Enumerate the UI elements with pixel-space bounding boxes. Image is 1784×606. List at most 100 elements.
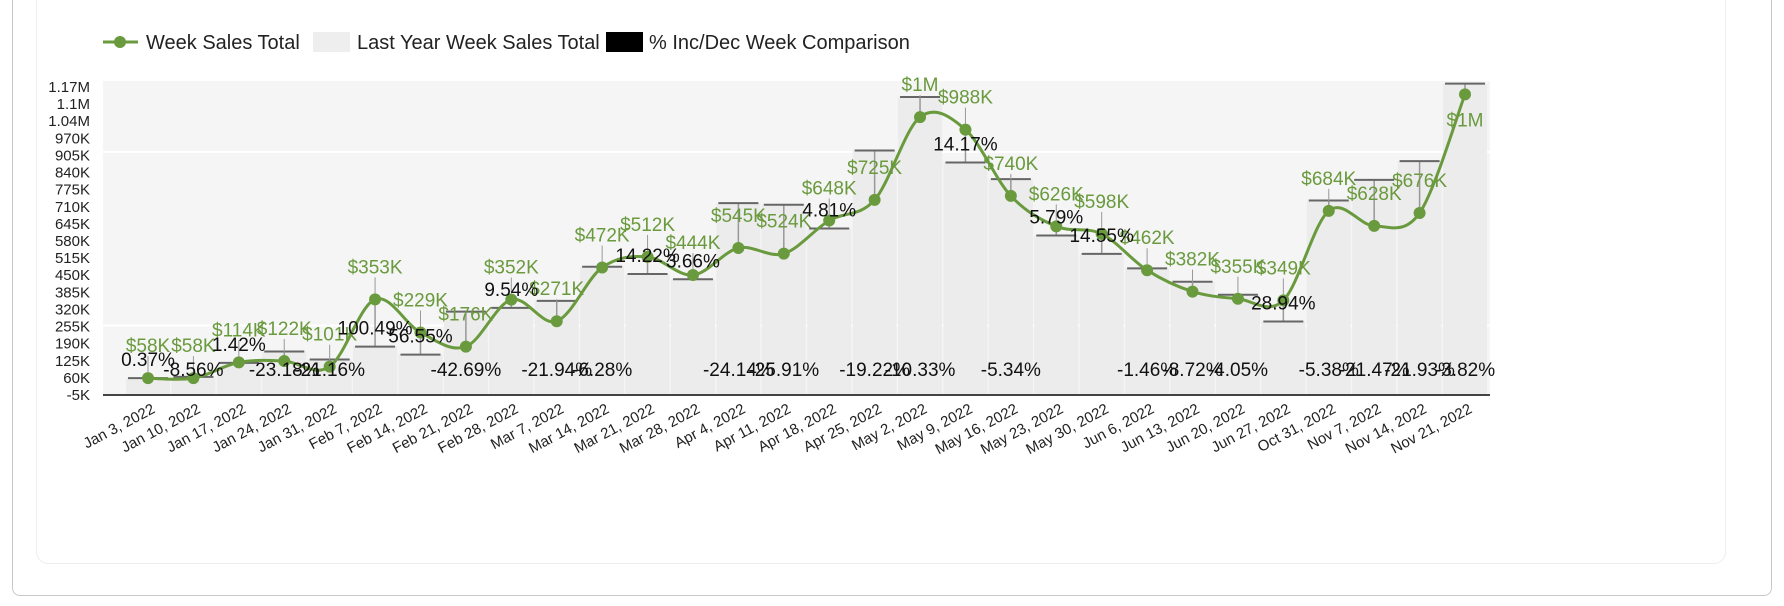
line-point <box>1368 219 1381 232</box>
line-point <box>823 214 836 227</box>
legend-item-week-sales[interactable]: Week Sales Total <box>103 32 300 54</box>
line-point <box>1050 220 1063 233</box>
y-tick-label: 580K <box>55 233 90 250</box>
line-point <box>777 247 790 260</box>
line-point <box>1141 264 1154 277</box>
line-point <box>914 111 927 124</box>
bar-last-year <box>625 273 670 395</box>
value-label: $545K <box>711 206 766 227</box>
pct-label: -42.69% <box>431 360 502 381</box>
value-label: $512K <box>620 215 675 236</box>
bar-last-year <box>1261 321 1306 395</box>
value-label: $229K <box>393 290 448 311</box>
y-tick-label: 450K <box>55 267 90 284</box>
line-point <box>959 123 972 136</box>
y-tick-label: 710K <box>55 199 90 216</box>
line-point <box>732 242 745 255</box>
value-label: $352K <box>484 258 539 279</box>
legend-item-pct-comparison[interactable]: % Inc/Dec Week Comparison <box>606 32 910 54</box>
line-point <box>414 326 427 339</box>
value-label: $114K <box>212 320 266 341</box>
line-point <box>1459 88 1471 101</box>
legend-label: % Inc/Dec Week Comparison <box>649 32 910 54</box>
pct-label: 4.81% <box>802 201 856 222</box>
bar-last-year <box>1125 268 1170 395</box>
line-point <box>187 372 200 385</box>
line-point <box>1095 227 1108 240</box>
value-label: $355K <box>1210 257 1265 278</box>
y-tick-label: 840K <box>55 165 90 182</box>
line-point <box>1413 207 1426 220</box>
pct-label: 14.22% <box>615 246 680 267</box>
bar-last-year <box>898 97 943 395</box>
pct-labels: 0.37%-8.56% 1.42% -23.18%-21.16% 100.49%56.… <box>121 135 1495 381</box>
bar-last-year <box>988 179 1033 395</box>
bar-last-year <box>580 266 625 395</box>
pct-label: 3.66% <box>666 251 720 272</box>
y-tick-label: 1.1M <box>57 96 90 113</box>
line-point <box>641 250 654 263</box>
pct-label: 5.79% <box>1029 207 1083 228</box>
y-tick-label: 320K <box>55 301 90 318</box>
pct-label: -19.22% <box>839 360 910 381</box>
pct-label: -21.16% <box>294 360 365 381</box>
pct-label: -25.91% <box>748 360 819 381</box>
line-point <box>323 360 336 373</box>
legend: Week Sales Total Last Year Week Sales To… <box>103 32 910 54</box>
value-label: $626K <box>1029 184 1084 205</box>
pct-label: -1.46% <box>1117 360 1177 381</box>
value-label: $988K <box>938 88 993 109</box>
value-label: $176K <box>438 305 493 326</box>
pct-label: -21.94% <box>521 360 592 381</box>
bar-last-year <box>807 228 852 395</box>
value-label: $349K <box>1256 258 1311 279</box>
line-point <box>1186 285 1199 298</box>
line-point <box>1004 189 1017 202</box>
value-label: $353K <box>348 257 403 278</box>
pct-label: 9.54% <box>484 280 538 301</box>
value-label: $740K <box>983 154 1038 175</box>
value-label: $524K <box>756 212 811 233</box>
value-label: $676K <box>1392 171 1447 192</box>
bar-last-year <box>1034 235 1079 395</box>
value-label: $382K <box>1165 250 1220 271</box>
line-point <box>459 340 472 353</box>
line-point <box>369 293 382 306</box>
bar-last-year <box>171 376 216 395</box>
y-tick-label: 645K <box>55 216 90 233</box>
card-outer <box>12 0 1772 596</box>
line-point <box>596 261 609 274</box>
value-label: $101K <box>302 325 357 346</box>
y-tick-label: 60K <box>63 370 90 387</box>
pct-label: -21.93% <box>1384 360 1455 381</box>
chart-card <box>36 0 1726 564</box>
value-label: $1M <box>902 75 939 96</box>
value-label: $58K <box>126 336 171 357</box>
line-point <box>1322 204 1335 217</box>
value-label: $725K <box>847 158 902 179</box>
value-label: $444K <box>665 233 720 254</box>
pct-label: 56.55% <box>388 327 453 348</box>
value-label: $1M <box>1447 110 1484 131</box>
value-label: $462K <box>1120 228 1175 249</box>
bar-last-year <box>1170 281 1215 395</box>
line-point <box>550 315 563 328</box>
y-axis: 1.17M1.1M1.04M970K905K840K775K710K645K58… <box>48 79 90 404</box>
line-point <box>278 355 291 368</box>
line-point <box>232 356 245 369</box>
bar-last-year <box>1079 253 1124 395</box>
y-tick-label: 190K <box>55 336 90 353</box>
line-points <box>142 88 1471 385</box>
pct-label: -23.18% <box>249 360 320 381</box>
pct-label: 14.17% <box>933 135 998 156</box>
pct-label: 0.37% <box>121 350 175 371</box>
value-label: $472K <box>575 226 630 247</box>
pct-label: 28.94% <box>1251 294 1316 315</box>
y-tick-label: 775K <box>55 182 90 199</box>
line-point <box>142 372 154 385</box>
pct-label: -5.34% <box>981 360 1041 381</box>
y-tick-label: 385K <box>55 284 90 301</box>
legend-item-last-year[interactable]: Last Year Week Sales Total <box>313 32 600 54</box>
